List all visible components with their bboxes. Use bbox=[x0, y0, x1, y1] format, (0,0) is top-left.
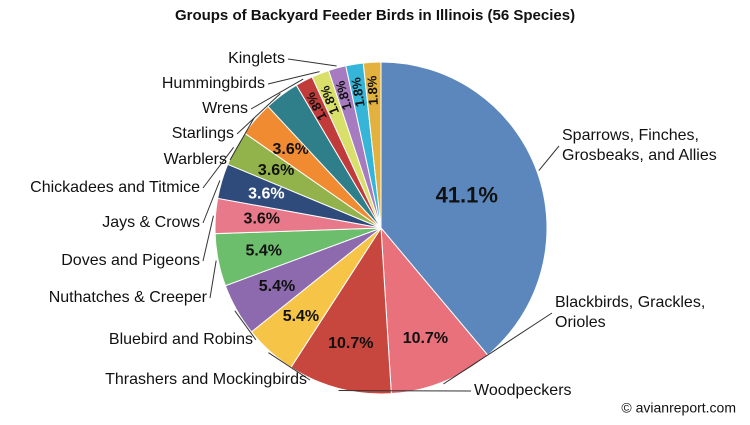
value-label: 10.7% bbox=[403, 330, 448, 347]
category-label: Warblers bbox=[164, 151, 227, 168]
leader-line bbox=[287, 58, 337, 67]
value-label: 3.6% bbox=[248, 185, 284, 202]
leader-line bbox=[209, 260, 217, 299]
value-label: 41.1% bbox=[436, 183, 498, 208]
chart-title: Groups of Backyard Feeder Birds in Illin… bbox=[175, 7, 575, 24]
leader-line bbox=[202, 215, 214, 262]
category-label: Woodpeckers bbox=[474, 382, 572, 399]
leader-line bbox=[267, 71, 320, 85]
leader-line bbox=[538, 145, 560, 171]
leader-line bbox=[229, 117, 255, 161]
value-label: 5.4% bbox=[259, 278, 295, 295]
value-label: 3.6% bbox=[258, 162, 294, 179]
category-label: Hummingbirds bbox=[162, 75, 265, 92]
value-label: 5.4% bbox=[246, 242, 282, 259]
value-label: 3.6% bbox=[273, 141, 309, 158]
value-label: 10.7% bbox=[328, 335, 373, 352]
value-label: 1.8% bbox=[364, 75, 381, 106]
leader-line bbox=[236, 93, 281, 135]
category-label: Wrens bbox=[202, 100, 248, 117]
category-label: Starlings bbox=[172, 125, 234, 142]
leader-line bbox=[202, 180, 221, 224]
category-label: Sparrows, Finches, Grosbeaks, and Allies bbox=[562, 127, 717, 164]
category-label: Kinglets bbox=[228, 50, 285, 67]
category-label: Bluebird and Robins bbox=[109, 331, 253, 348]
category-label: Doves and Pigeons bbox=[61, 252, 200, 269]
pie-slice bbox=[362, 61, 382, 229]
leader-line bbox=[250, 78, 304, 110]
pie-slice bbox=[380, 61, 548, 356]
leader-line bbox=[443, 312, 553, 385]
category-label: Thrashers and Mockingbirds bbox=[105, 371, 307, 388]
credit: © avianreport.com bbox=[621, 400, 736, 416]
leader-line bbox=[234, 310, 257, 341]
leader-line bbox=[202, 147, 235, 189]
leader-line bbox=[268, 352, 311, 381]
value-label: 3.6% bbox=[244, 211, 280, 228]
value-label: 5.4% bbox=[283, 308, 319, 325]
category-label: Nuthatches & Creeper bbox=[49, 289, 208, 306]
category-label: Blackbirds, Grackles, Orioles bbox=[555, 294, 705, 331]
category-label: Chickadees and Titmice bbox=[30, 179, 200, 196]
category-label: Jays & Crows bbox=[102, 214, 200, 231]
value-label: 1.8% bbox=[348, 76, 368, 108]
